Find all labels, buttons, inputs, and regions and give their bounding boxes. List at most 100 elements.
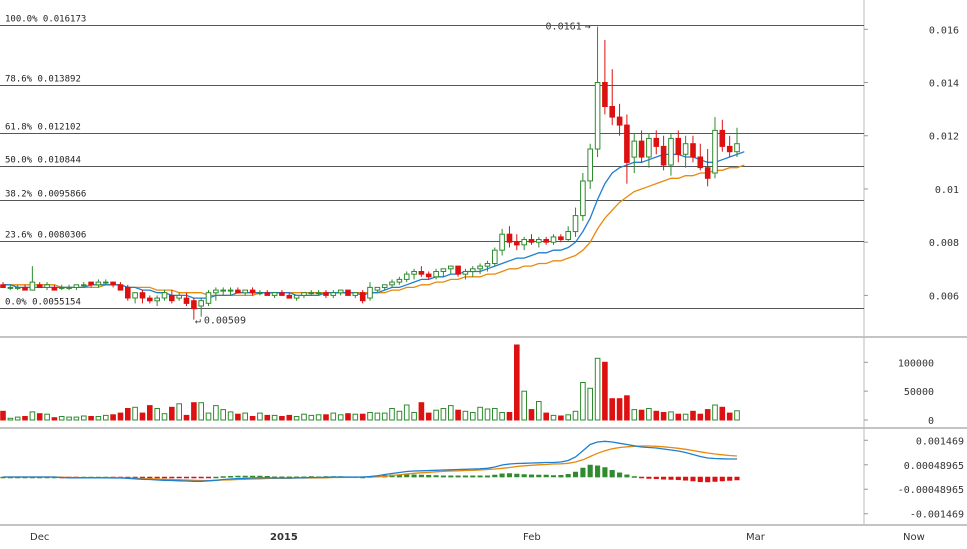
macd-histogram-bar-negative (727, 476, 733, 481)
volume-bar-up (403, 404, 410, 421)
candle-body-down (286, 294, 293, 299)
candle-body-down (624, 124, 630, 163)
candle-body-up (198, 300, 204, 307)
volume-bar-up (470, 412, 476, 421)
volume-bar-down (264, 414, 271, 421)
volume-bar-up (433, 409, 439, 421)
x-tick-label: Dec (30, 532, 49, 543)
price-axis-label: 0.006 (929, 291, 959, 302)
volume-bar-down (286, 414, 293, 421)
fib-level-label: 38.2% 0.0095866 (5, 190, 86, 200)
candle-body-down (279, 292, 285, 296)
volume-bar-up (550, 414, 557, 421)
volume-bar-up (271, 414, 278, 421)
price-axis-label: 0.01 (935, 185, 959, 196)
volume-axis-label: 100000 (898, 358, 934, 369)
volume-bar-up (73, 416, 80, 421)
macd-histogram-bar-negative (639, 476, 645, 479)
price-axis-label: 0.012 (929, 132, 959, 143)
volume-bar-down (726, 412, 733, 421)
volume-bar-down (418, 402, 425, 421)
macd-histogram-bar-positive (565, 474, 571, 478)
candle-body-up (381, 284, 388, 288)
volume-bar-up (572, 410, 579, 421)
candle-body-up (337, 289, 344, 294)
candle-body-down (22, 286, 28, 291)
volume-bar-up (587, 387, 594, 421)
fibonacci-levels: 100.0% 0.016173 78.6% 0.013892 61.8% 0.012… (0, 15, 864, 309)
volume-bar-up (330, 412, 337, 421)
volume-bar-down (22, 416, 28, 421)
macd-histogram-bar-positive (433, 475, 439, 478)
candle-body-up (631, 140, 638, 158)
macd-histogram-bar-positive (558, 475, 564, 478)
macd-histogram-bar-positive (506, 473, 513, 478)
volume-bar-down (183, 414, 190, 421)
macd-histogram-bar-positive (550, 475, 557, 478)
volume-bar-up (367, 412, 373, 421)
macd-histogram-bar-negative (169, 476, 175, 479)
volume-bar-up (492, 408, 498, 421)
volume-bar-down (514, 344, 520, 421)
candle-body-up (587, 148, 594, 182)
low-arrow-icon: ↵ (195, 316, 201, 327)
volume-bar-up (95, 416, 102, 421)
candle-body-up (470, 268, 476, 272)
volume-bar-down (609, 398, 616, 421)
volume-bar-up (631, 409, 638, 421)
volume-bar-down (110, 414, 116, 421)
candle-body-up (682, 143, 689, 155)
candle-body-up (213, 289, 219, 294)
volume-bar-up (29, 411, 36, 421)
volume-bar-up (712, 404, 718, 421)
macd-histogram-bar-positive (536, 474, 542, 478)
candle-body-up (29, 281, 36, 291)
candle-body-up (205, 292, 212, 304)
volume-bar-up (161, 413, 168, 421)
fib-level-label: 61.8% 0.012102 (5, 123, 81, 133)
macd-histogram-bar-positive (462, 475, 468, 478)
fib-level-label: 0.0% 0.0055154 (5, 298, 81, 308)
candle-body-down (264, 292, 271, 296)
volume-bar-down (719, 406, 726, 421)
candle-body-up (389, 281, 395, 286)
candle-body-up (499, 233, 505, 251)
volume-bar-down (235, 413, 241, 421)
macd-histogram-bar-positive (624, 474, 630, 478)
candle-body-down (235, 289, 241, 294)
candle-body-up (161, 292, 168, 299)
candle-body-up (492, 249, 498, 264)
candle-body-down (36, 284, 43, 288)
candle-body-down (169, 294, 175, 302)
macd-histogram-bar-negative (191, 476, 197, 479)
macd-histogram-bar-positive (470, 475, 476, 478)
candle-body-up (440, 268, 447, 272)
candle-body-up (646, 137, 652, 158)
candle-body-up (580, 180, 586, 217)
candle-body-up (477, 265, 483, 270)
fib-level-label: 50.0% 0.010844 (5, 156, 81, 166)
macd-histogram-bar-negative (183, 476, 190, 479)
volume-bar-down (624, 395, 630, 421)
x-tick-label: Now (903, 532, 925, 543)
macd-histogram-bar-positive (213, 476, 219, 479)
candle-body-up (44, 284, 50, 288)
candle-body-up (462, 271, 469, 275)
volume-bar-down (359, 413, 366, 421)
high-price-label: 0.0161 (546, 22, 582, 33)
candle-body-down (506, 233, 513, 243)
volume-bar-up (521, 390, 528, 421)
candle-body-down (543, 239, 550, 243)
volume-bar-down (675, 413, 682, 421)
volume-bar-down (51, 417, 58, 421)
volume-bar-up (293, 416, 300, 421)
macd-line (3, 440, 737, 482)
volume-bar-up (337, 414, 344, 421)
macd-histogram-bar-positive (257, 475, 263, 478)
candle-body-down (147, 297, 153, 302)
macd-histogram-bar-positive (484, 475, 491, 478)
candle-body-up (103, 281, 109, 284)
volume-bar-up (220, 409, 226, 421)
volume-bar-up (594, 357, 601, 421)
macd-histogram-bar-positive (543, 474, 549, 478)
